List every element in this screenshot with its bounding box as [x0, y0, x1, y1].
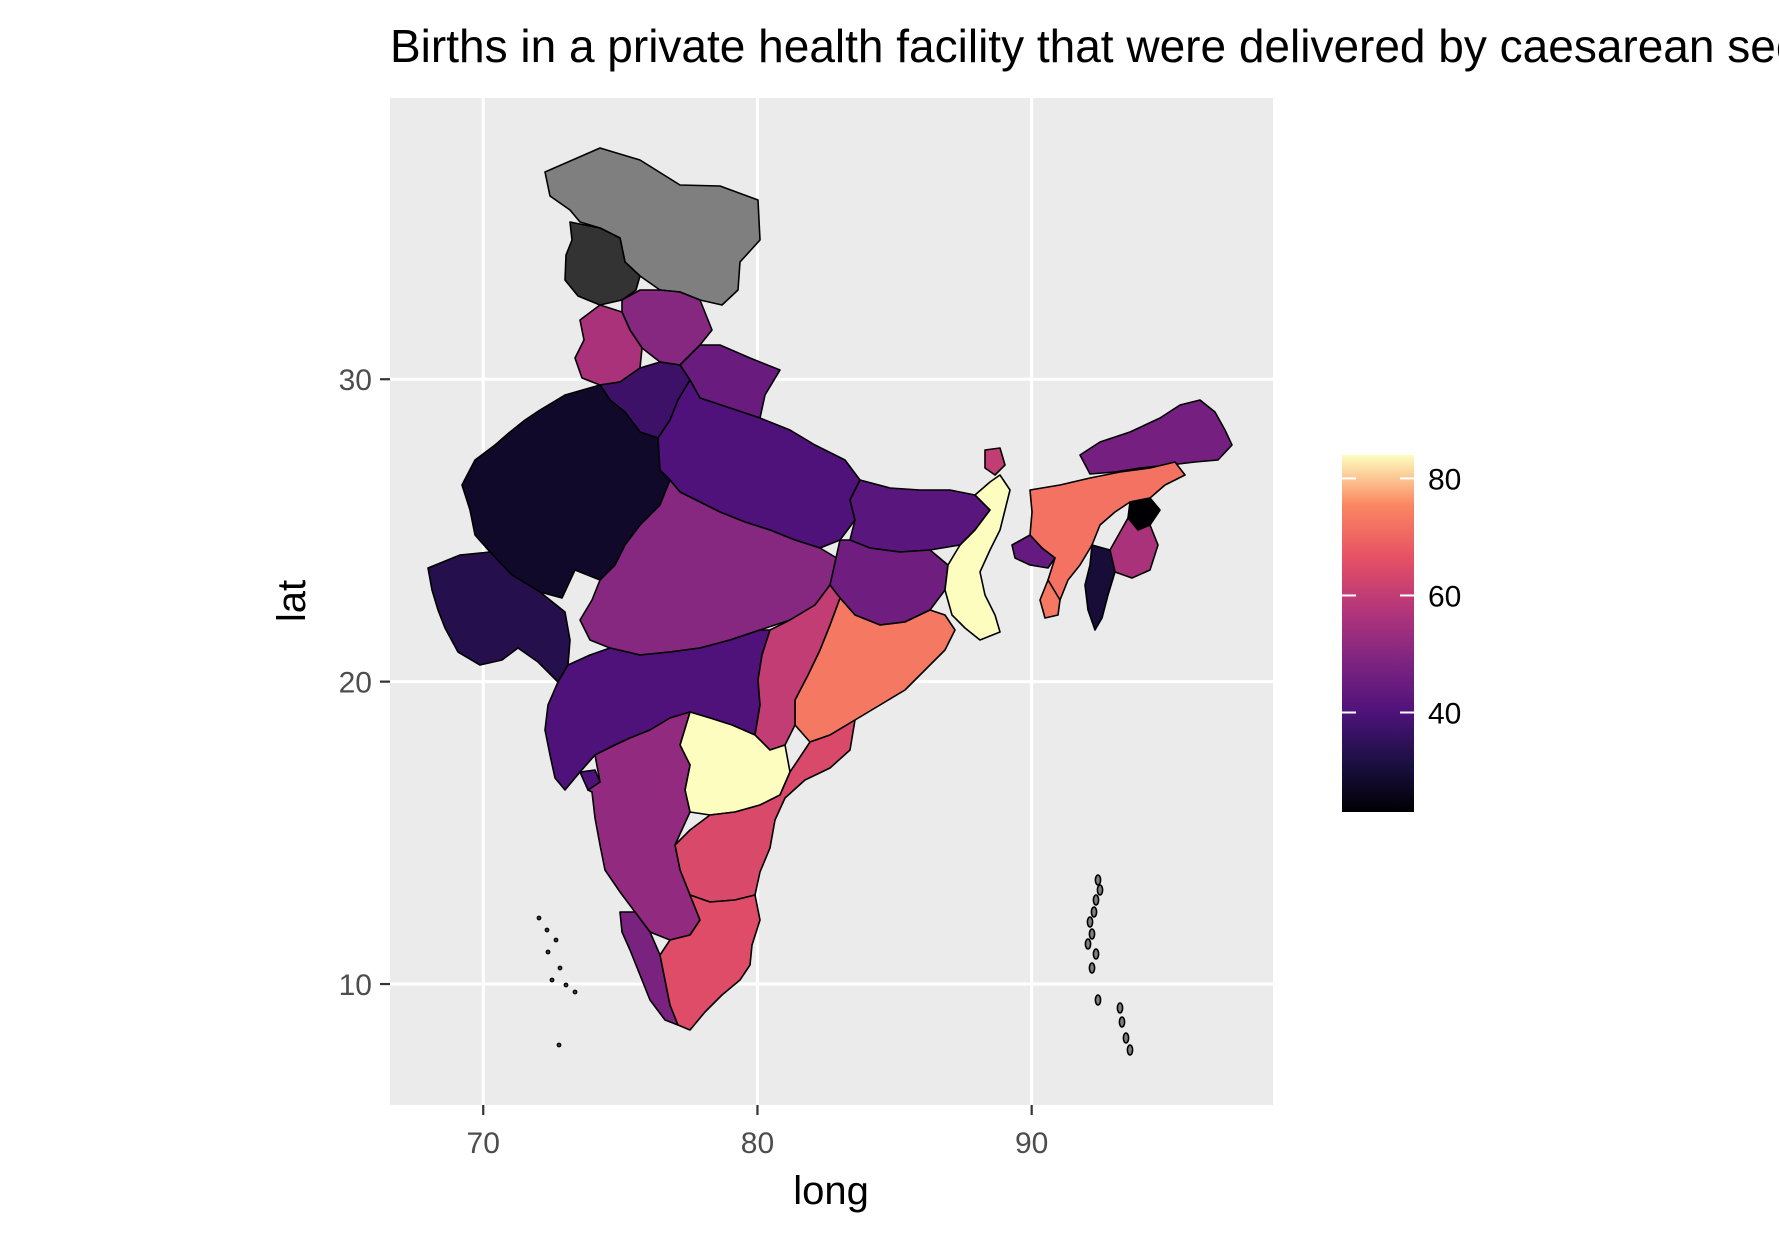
- region-andaman-and-nicobar-islands: [1084, 874, 1134, 1056]
- y-tick-label: 10: [339, 969, 372, 1002]
- island: [1086, 916, 1094, 928]
- island: [1094, 994, 1102, 1006]
- island: [1126, 1044, 1134, 1056]
- island: [553, 937, 559, 943]
- island: [1092, 894, 1100, 906]
- region-goa: [579, 769, 601, 791]
- region-lakshadweep: [536, 915, 578, 1048]
- island: [1118, 1016, 1126, 1028]
- island: [1084, 938, 1092, 950]
- island: [1090, 906, 1098, 918]
- x-tick-label: 70: [467, 1127, 500, 1160]
- island: [572, 989, 578, 995]
- region-meghalaya: [1011, 534, 1056, 569]
- legend-tick-label: 40: [1428, 698, 1461, 731]
- region-tamil-nadu: [659, 894, 761, 1031]
- island: [549, 977, 555, 983]
- island: [1088, 962, 1096, 974]
- island: [1092, 948, 1100, 960]
- region-chhattisgarh: [754, 584, 841, 751]
- x-tick-label: 90: [1015, 1127, 1048, 1160]
- island: [1094, 874, 1102, 886]
- x-tick-label: 80: [741, 1127, 774, 1160]
- island: [563, 982, 569, 988]
- y-tick-label: 30: [339, 364, 372, 397]
- island: [556, 1042, 562, 1048]
- legend-tick-label: 60: [1428, 580, 1461, 613]
- color-legend: 40 60 80: [1342, 455, 1461, 812]
- island: [536, 915, 542, 921]
- legend-tick-label: 80: [1428, 463, 1461, 496]
- chart-title: Births in a private health facility that…: [390, 20, 1779, 72]
- island: [557, 965, 563, 971]
- region-sikkim: [984, 447, 1006, 476]
- region-west-bengal: [944, 474, 1011, 641]
- region-tripura: [1039, 579, 1061, 619]
- region-gujarat: [427, 551, 571, 683]
- y-axis-title: lat: [270, 580, 314, 622]
- region-arunachal-pradesh: [1079, 399, 1233, 475]
- region-mizoram: [1084, 544, 1116, 631]
- island: [1088, 928, 1096, 940]
- map-regions: [427, 147, 1233, 1056]
- axes: 70 80 90 10 20 30: [339, 364, 1049, 1160]
- island: [1122, 1032, 1130, 1044]
- island: [545, 949, 551, 955]
- x-axis-title: long: [793, 1169, 869, 1213]
- island: [1116, 1002, 1124, 1014]
- island: [1096, 884, 1104, 896]
- y-tick-label: 20: [339, 667, 372, 700]
- legend-colorbar: [1342, 455, 1414, 812]
- island: [544, 927, 550, 933]
